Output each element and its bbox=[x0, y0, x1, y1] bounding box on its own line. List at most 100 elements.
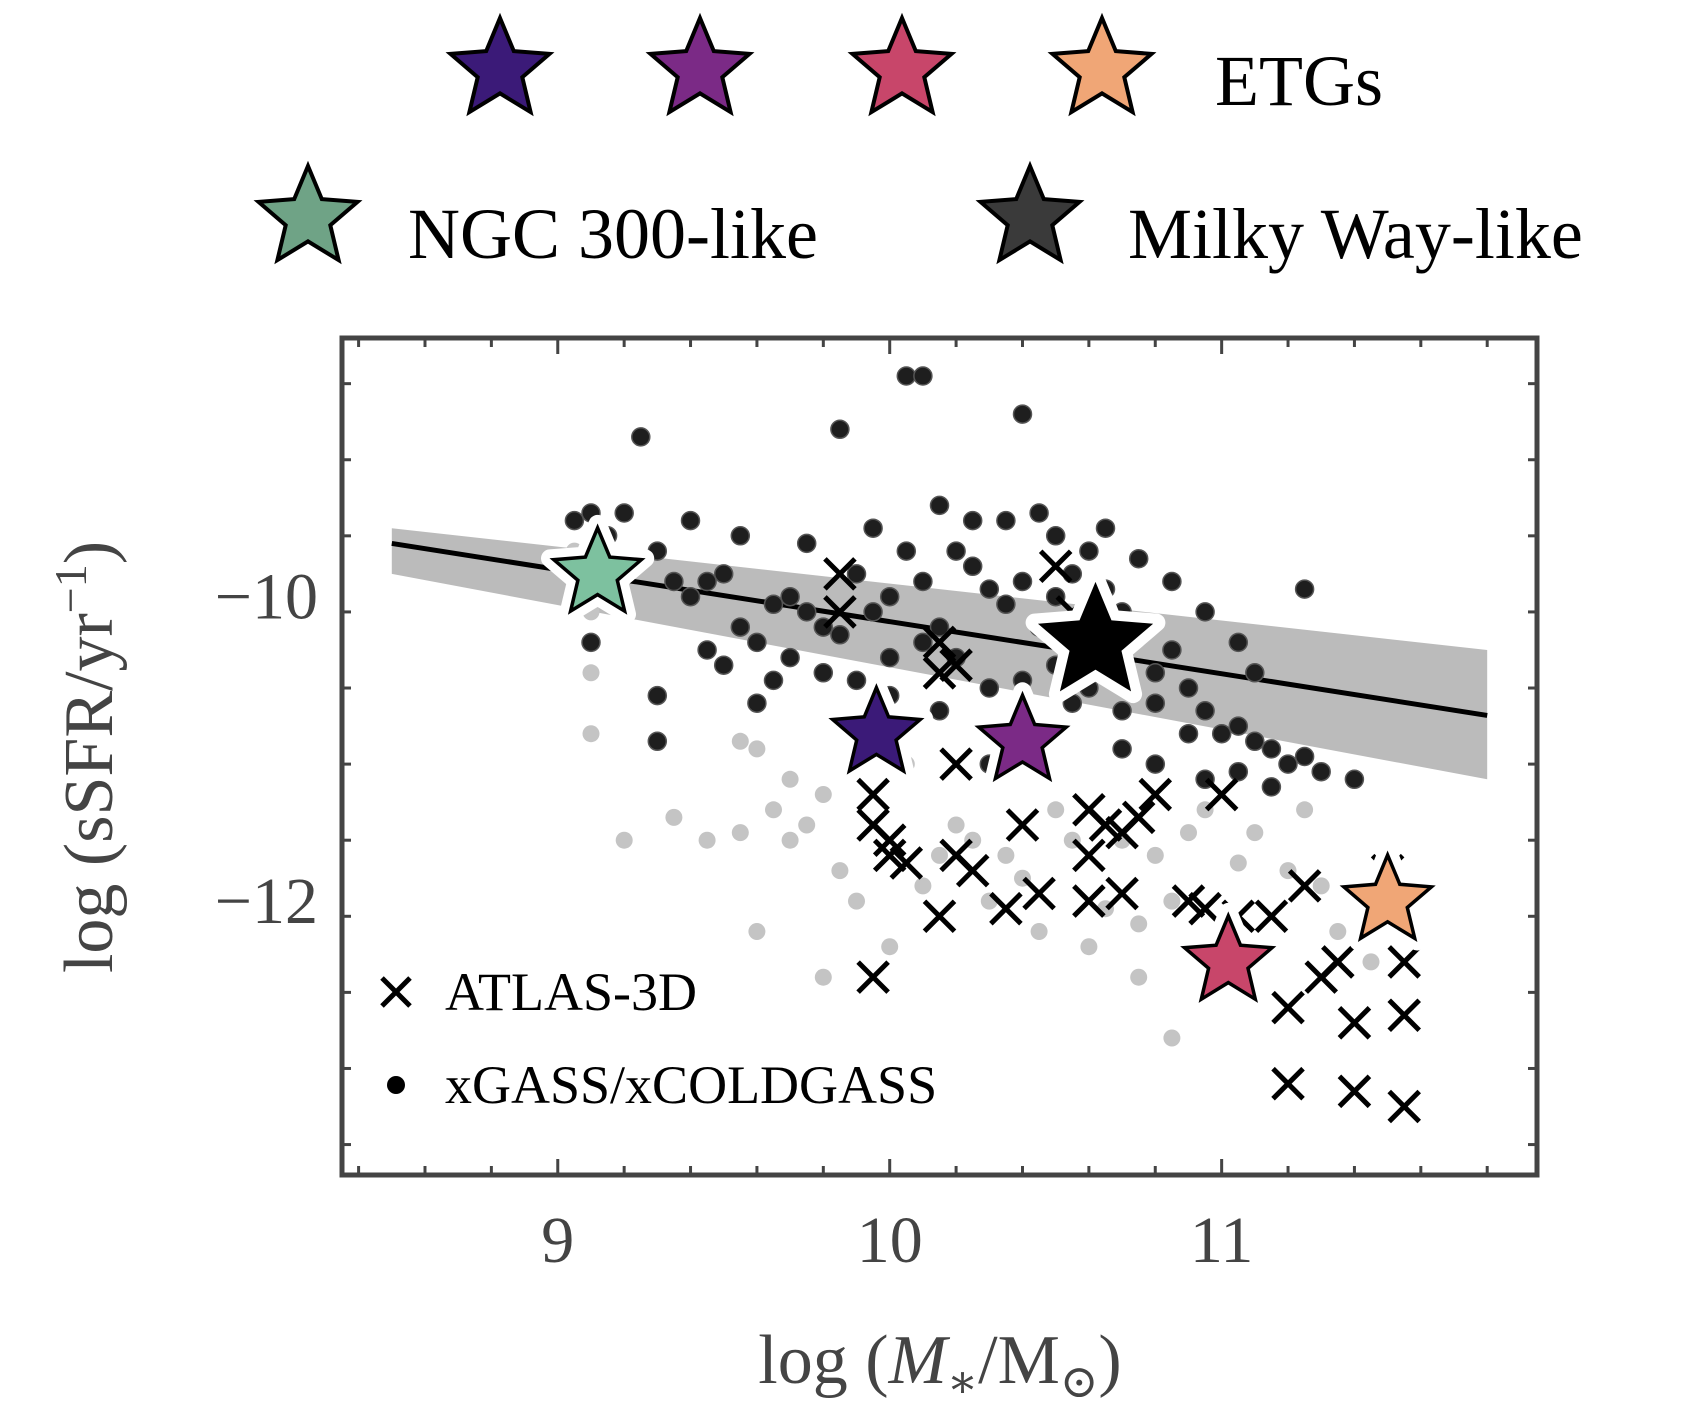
atlas3d-point bbox=[1072, 884, 1106, 918]
xgass-point bbox=[879, 586, 900, 607]
xgass-point bbox=[631, 427, 651, 447]
xgass-point bbox=[1195, 602, 1215, 622]
y-axis-label: log (sSFR/yr−1) bbox=[45, 541, 128, 973]
atlas3d-point bbox=[1337, 1006, 1372, 1040]
inner-legend-label-xgass: xGASS/xCOLDGASS bbox=[445, 1055, 937, 1115]
xgass-point bbox=[780, 586, 800, 607]
xgass-point bbox=[697, 640, 717, 660]
xgass-passive-points bbox=[565, 542, 1380, 1047]
xgass-point bbox=[1178, 723, 1199, 744]
legend-star-ngc300 bbox=[253, 160, 363, 265]
xgass-point bbox=[1162, 571, 1182, 592]
xgass-point bbox=[979, 678, 1000, 698]
xgass-passive-point bbox=[848, 892, 865, 910]
xgass-passive-point bbox=[582, 725, 600, 743]
atlas3d-point bbox=[989, 891, 1023, 926]
xgass-point bbox=[896, 541, 917, 561]
xgass-passive-point bbox=[1047, 801, 1065, 819]
xgass-passive-point bbox=[881, 938, 899, 956]
xgass-point bbox=[796, 533, 817, 554]
atlas3d-point bbox=[856, 777, 890, 812]
xgass-passive-point bbox=[781, 770, 799, 788]
xgass-point bbox=[1278, 754, 1298, 774]
xgass-point bbox=[913, 366, 933, 386]
galaxy-star bbox=[965, 682, 1079, 791]
legend-star-etg-4 bbox=[1047, 12, 1157, 117]
xgass-point bbox=[1228, 716, 1249, 736]
xgass-point bbox=[730, 617, 751, 637]
atlas3d-point bbox=[939, 648, 973, 682]
xgass-point bbox=[713, 564, 734, 584]
atlas3d-point bbox=[872, 838, 907, 873]
xgass-point bbox=[1211, 723, 1232, 744]
xgass-point bbox=[697, 571, 717, 592]
atlas3d-point bbox=[922, 899, 957, 934]
atlas3d-point bbox=[955, 853, 990, 888]
legend-star-milky-way bbox=[975, 160, 1085, 265]
xgass-passive-point bbox=[582, 664, 600, 682]
xgass-point bbox=[1245, 731, 1265, 752]
xgass-point bbox=[1029, 503, 1049, 523]
xgass-point bbox=[564, 510, 585, 531]
y-ticks: −10 −12 bbox=[215, 382, 1537, 1147]
xgass-point bbox=[1162, 640, 1182, 660]
atlas3d-point bbox=[856, 960, 890, 994]
xgass-point bbox=[730, 526, 751, 546]
inner-legend-dot-marker bbox=[387, 1076, 405, 1094]
xgass-passive-point bbox=[1246, 824, 1264, 842]
atlas3d-point bbox=[1038, 549, 1073, 584]
x-ticks: 9 10 11 bbox=[357, 338, 1489, 1277]
xgass-point bbox=[830, 625, 850, 645]
xgass-point bbox=[1012, 404, 1033, 424]
xgass-passive-point bbox=[997, 846, 1015, 864]
xgass-point bbox=[846, 670, 867, 691]
xgass-point bbox=[946, 541, 966, 561]
xgass-point bbox=[830, 419, 850, 440]
atlas3d-point bbox=[1204, 777, 1239, 812]
inner-legend-x-marker bbox=[380, 976, 412, 1008]
atlas3d-point bbox=[1022, 876, 1056, 911]
special-galaxy-stars bbox=[541, 514, 1445, 1012]
x-tick-label: 9 bbox=[541, 1204, 574, 1277]
xgass-point bbox=[747, 693, 767, 713]
xgass-point bbox=[713, 655, 734, 675]
xgass-passive-point bbox=[914, 877, 932, 895]
atlas3d-point bbox=[1287, 869, 1322, 903]
xgass-passive-point bbox=[731, 732, 749, 750]
x-axis-label: log (M∗/M⊙) bbox=[758, 1322, 1121, 1407]
atlas3d-point bbox=[922, 656, 957, 690]
atlas3d-point bbox=[823, 595, 857, 629]
atlas3d-point bbox=[922, 625, 957, 660]
legend-label-milky-way: Milky Way-like bbox=[1128, 194, 1583, 274]
xgass-passive-point bbox=[1130, 968, 1148, 986]
atlas3d-point bbox=[1271, 1066, 1305, 1101]
xgass-passive-point bbox=[1312, 877, 1330, 895]
atlas3d-point bbox=[1138, 777, 1173, 812]
xgass-point bbox=[1294, 579, 1315, 599]
xgass-passive-point bbox=[748, 923, 766, 940]
atlas3d-point bbox=[1387, 945, 1421, 979]
xgass-point bbox=[962, 556, 983, 577]
xgass-point bbox=[1145, 663, 1166, 683]
xgass-point bbox=[780, 647, 800, 668]
main-sequence-band bbox=[391, 528, 1488, 780]
xgass-point bbox=[813, 663, 834, 683]
x-tick-label: 10 bbox=[857, 1204, 923, 1277]
xgass-point bbox=[680, 510, 701, 531]
xgass-point bbox=[929, 495, 950, 516]
svg-text:log (sSFR/yr−1): log (sSFR/yr−1) bbox=[45, 541, 128, 973]
plot-frame bbox=[339, 335, 1540, 1178]
atlas3d-points bbox=[823, 549, 1421, 1124]
xgass-point bbox=[581, 632, 601, 653]
xgass-point bbox=[1261, 739, 1282, 759]
xgass-passive-point bbox=[1229, 854, 1247, 872]
xgass-point bbox=[763, 670, 784, 691]
svg-text:log (M∗/M⊙): log (M∗/M⊙) bbox=[758, 1322, 1121, 1407]
xgass-point bbox=[614, 503, 634, 523]
y-tick-label: −10 bbox=[215, 561, 318, 634]
xgass-point bbox=[1079, 541, 1099, 561]
xgass-point bbox=[846, 564, 867, 584]
xgass-passive-point bbox=[1146, 846, 1164, 864]
xgass-point bbox=[879, 647, 900, 668]
legend-top: ETGs NGC 300-like Milky Way-like bbox=[253, 12, 1583, 274]
